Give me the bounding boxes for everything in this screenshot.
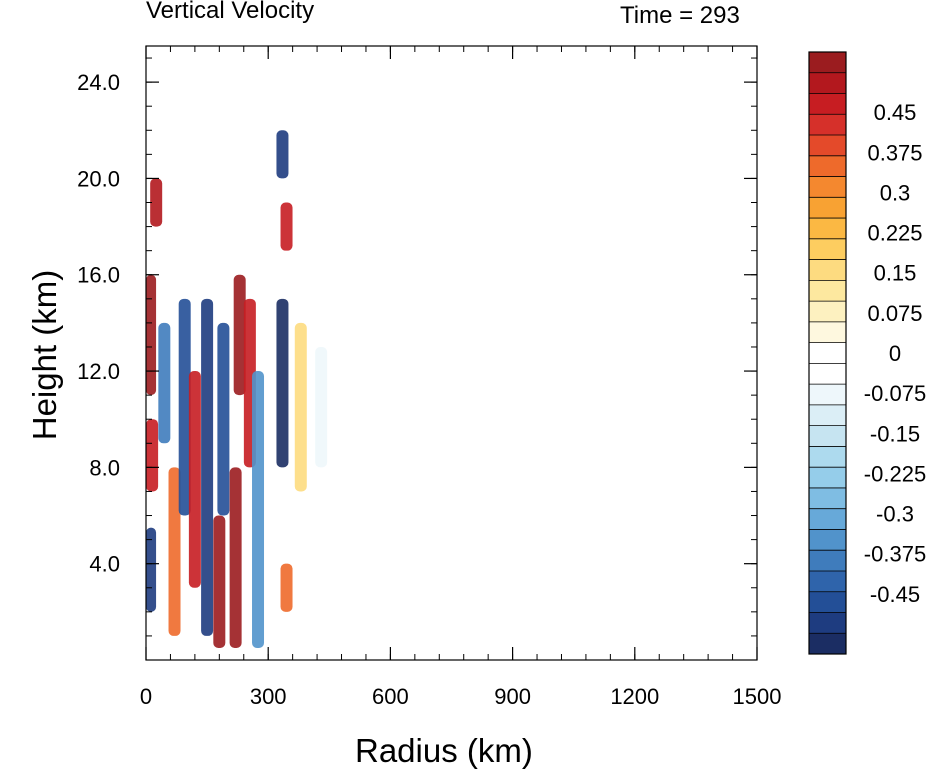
- y-tick-label: 20.0: [77, 166, 120, 191]
- colorbar-segment: [809, 238, 846, 260]
- velocity-feature-5: [168, 467, 181, 636]
- colorbar-segment: [809, 529, 846, 551]
- colorbar-segment: [809, 301, 846, 323]
- colorbar: 0.45 0.375 0.3 0.225 0.15 0.075 0 -0.075 -0.15 -0…: [808, 51, 926, 655]
- x-tick-label: 300: [250, 684, 287, 709]
- y-axis-label: Height (km): [26, 269, 63, 441]
- colorbar-segment: [809, 446, 846, 468]
- velocity-feature-12: [233, 274, 246, 396]
- colorbar-segment: [809, 570, 846, 593]
- velocity-feature-8: [201, 298, 214, 636]
- velocity-feature-14: [252, 371, 265, 648]
- colorbar-segment: [809, 404, 846, 426]
- velocity-feature-19: [294, 322, 307, 492]
- colorbar-segment: [809, 384, 846, 406]
- colorbar-segment: [809, 93, 846, 115]
- colorbar-label: -0.3: [876, 502, 914, 527]
- colorbar-label: 0.3: [880, 180, 911, 205]
- y-tick-label: 8.0: [89, 455, 120, 480]
- colorbar-segment: [809, 280, 846, 302]
- colorbar-label: 0.375: [867, 140, 922, 165]
- colorbar-segment: [809, 612, 846, 634]
- colorbar-segment: [809, 467, 846, 489]
- y-tick-label: 16.0: [77, 263, 120, 288]
- colorbar-label: 0.225: [867, 221, 922, 246]
- velocity-feature-16: [276, 130, 289, 179]
- colorbar-segment: [809, 114, 846, 136]
- colorbar-label: -0.45: [870, 582, 920, 607]
- colorbar-segment: [809, 135, 846, 157]
- colorbar-segment: [809, 508, 846, 530]
- velocity-feature-6: [178, 298, 191, 516]
- colorbar-segment: [809, 363, 846, 385]
- x-tick-label: 900: [494, 684, 531, 709]
- velocity-feature-0: [146, 274, 157, 396]
- plot-area: [146, 46, 757, 660]
- colorbar-segment: [809, 72, 846, 94]
- velocity-feature-3: [150, 178, 163, 227]
- velocity-feature-2: [146, 527, 157, 612]
- colorbar-label: 0: [889, 341, 901, 366]
- plot-frame: [145, 45, 758, 661]
- colorbar-segment: [809, 259, 846, 281]
- velocity-feature-21: [339, 395, 352, 444]
- colorbar-label: -0.15: [870, 421, 920, 446]
- colorbar-segment: [809, 197, 846, 219]
- colorbar-segment: [809, 52, 846, 74]
- time-label: Time = 293: [620, 2, 740, 29]
- x-tick-label: 0: [140, 684, 152, 709]
- colorbar-label: -0.225: [864, 461, 926, 486]
- chart-title: Vertical Velocity: [146, 0, 315, 24]
- velocity-feature-10: [217, 322, 230, 516]
- y-tick-label: 12.0: [77, 359, 120, 384]
- colorbar-segment: [809, 176, 846, 198]
- x-tick-label: 600: [372, 684, 409, 709]
- colorbar-label: 0.45: [874, 100, 917, 125]
- y-tick-label: 4.0: [89, 552, 120, 577]
- colorbar-label: 0.15: [874, 261, 917, 286]
- velocity-feature-11: [229, 467, 242, 648]
- colorbar-frame: [808, 51, 847, 655]
- colorbar-label: -0.375: [864, 542, 926, 567]
- velocity-feature-4: [158, 322, 171, 444]
- velocity-feature-7: [188, 371, 201, 588]
- x-tick-label: 1500: [733, 684, 782, 709]
- colorbar-segment: [809, 550, 846, 572]
- x-axis-label: Radius (km): [355, 732, 533, 769]
- colorbar-label: -0.075: [864, 381, 926, 406]
- colorbar-segment: [809, 487, 846, 509]
- velocity-feature-15: [276, 298, 289, 468]
- colorbar-segment: [809, 425, 846, 447]
- colorbar-segment: [809, 342, 846, 364]
- x-tick-label: 1200: [610, 684, 659, 709]
- velocity-feature-18: [280, 202, 293, 251]
- colorbar-segment: [809, 633, 846, 655]
- colorbar-segment: [809, 218, 846, 240]
- velocity-feature-17: [280, 563, 293, 612]
- colorbar-label: 0.075: [867, 301, 922, 326]
- colorbar-segment: [809, 591, 846, 613]
- velocity-feature-9: [213, 515, 226, 648]
- velocity-feature-20: [315, 346, 328, 468]
- axes: 0 300 600 900 1200 1500 4.0 8.0 12.0 16.0 20.0 24.0: [77, 45, 782, 709]
- velocity-feature-1: [146, 419, 159, 492]
- colorbar-segment: [809, 155, 846, 177]
- colorbar-segment: [809, 321, 846, 343]
- y-tick-label: 24.0: [77, 70, 120, 95]
